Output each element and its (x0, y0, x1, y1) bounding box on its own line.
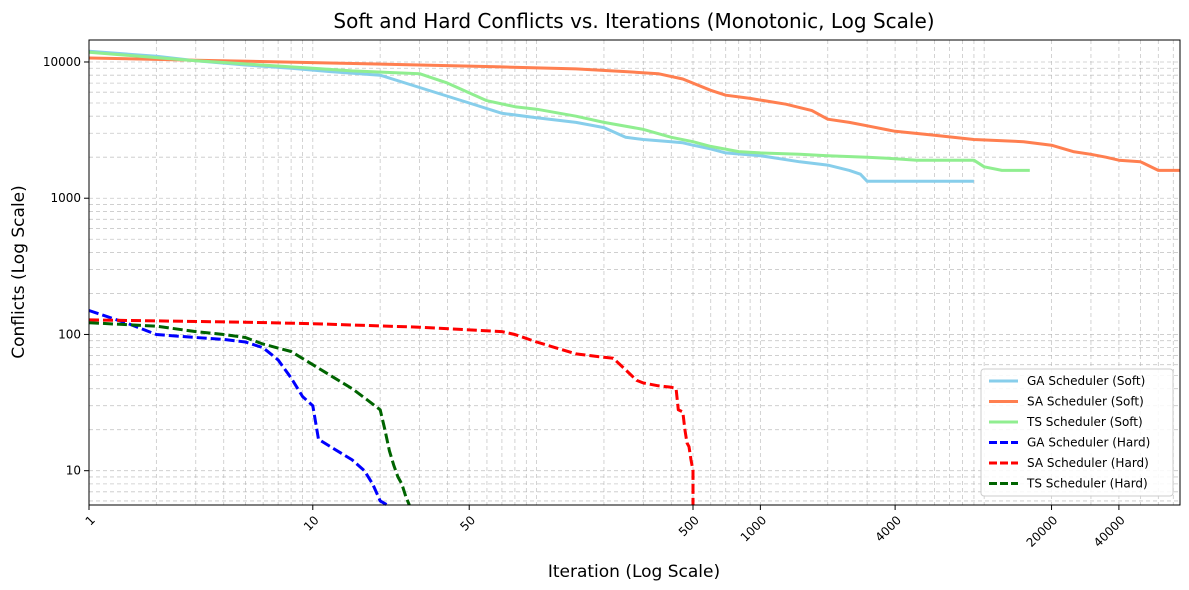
series-group (88, 49, 1180, 507)
legend-label: SA Scheduler (Hard) (1027, 456, 1149, 470)
legend-label: TS Scheduler (Soft) (1026, 415, 1143, 429)
legend-label: GA Scheduler (Hard) (1027, 436, 1150, 450)
x-tick-label: 4000 (873, 513, 904, 544)
series-line-ts-scheduler-hard (88, 321, 411, 506)
series-line-sa-scheduler-soft (88, 56, 1180, 172)
x-axis-title: Iteration (Log Scale) (548, 562, 720, 582)
x-tick-label: 1000 (738, 513, 769, 544)
chart-title: Soft and Hard Conflicts vs. Iterations (… (333, 9, 934, 33)
y-tick-label: 10 (66, 464, 81, 478)
y-tick-label: 1000 (50, 191, 81, 205)
plot-frame (88, 39, 1181, 506)
x-tick-label: 1 (83, 513, 98, 528)
legend-label: GA Scheduler (Soft) (1027, 374, 1145, 388)
legend-label: TS Scheduler (Hard) (1026, 477, 1148, 491)
y-axis-title: Conflicts (Log Scale) (9, 185, 29, 359)
y-axis: 10 100 1000 10000 (43, 55, 89, 478)
series-line-ga-scheduler-soft (88, 49, 974, 183)
series-line-ts-scheduler-soft (88, 50, 1030, 172)
series-line-ga-scheduler-hard (88, 309, 388, 507)
x-tick-label: 10 (301, 513, 322, 534)
y-tick-label: 100 (58, 327, 81, 341)
x-tick-label: 500 (676, 513, 702, 539)
series-line-sa-scheduler-hard (88, 318, 695, 505)
x-tick-label: 50 (457, 513, 478, 534)
x-tick-label: 40000 (1091, 513, 1128, 550)
legend-label: SA Scheduler (Soft) (1027, 395, 1144, 409)
x-axis: 1 10 50 500 1000 4000 20000 40000 (83, 505, 1128, 550)
y-tick-label: 10000 (43, 55, 81, 69)
legend: GA Scheduler (Soft) SA Scheduler (Soft) TS… (980, 368, 1174, 497)
legend-box (980, 368, 1174, 497)
x-tick-label: 20000 (1024, 513, 1061, 550)
